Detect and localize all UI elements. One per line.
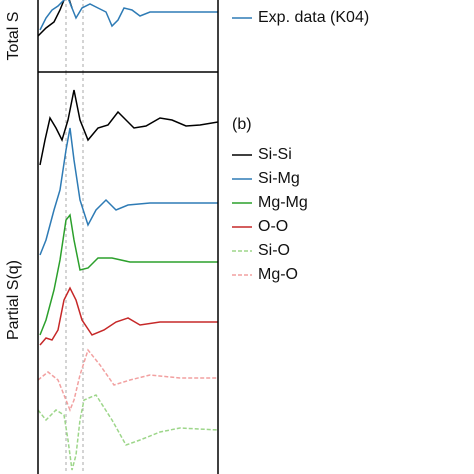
plot-layer bbox=[38, 0, 218, 474]
legend-label: Mg-O bbox=[258, 266, 298, 283]
panel bbox=[38, 0, 218, 72]
series-line bbox=[39, 89, 218, 166]
legend-label: O-O bbox=[258, 218, 288, 235]
y-axis-label: Partial S(q) bbox=[5, 260, 22, 340]
series-line bbox=[39, 0, 218, 31]
legend-label: Si-Si bbox=[258, 146, 292, 163]
series-line bbox=[38, 0, 73, 37]
legend-label: Mg-Mg bbox=[258, 194, 308, 211]
legend-label: Exp. data (K04) bbox=[258, 9, 369, 26]
panel-label: (b) bbox=[232, 116, 252, 133]
series-line bbox=[38, 348, 218, 413]
legend-label: Si-O bbox=[258, 242, 290, 259]
y-axis-label: Total S bbox=[5, 12, 22, 61]
series-line bbox=[39, 286, 218, 346]
series-line bbox=[39, 127, 218, 256]
legend-label: Si-Mg bbox=[258, 170, 300, 187]
series-line bbox=[38, 394, 218, 471]
series-line bbox=[39, 213, 218, 336]
panel bbox=[38, 72, 218, 474]
